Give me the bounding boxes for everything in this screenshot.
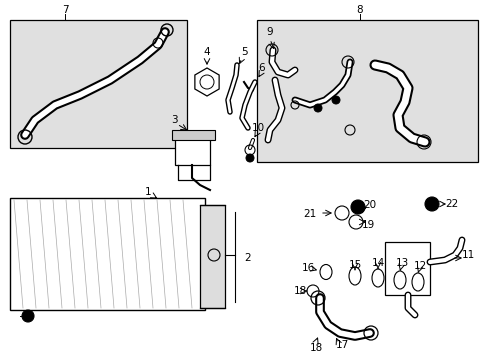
Text: 18: 18 <box>309 343 322 353</box>
Text: 19: 19 <box>361 220 374 230</box>
Text: 15: 15 <box>347 260 361 270</box>
Circle shape <box>350 200 364 214</box>
Text: 5: 5 <box>240 47 247 57</box>
Bar <box>172 130 215 140</box>
Bar <box>200 205 224 308</box>
Text: 8: 8 <box>356 5 363 15</box>
Text: 12: 12 <box>412 261 426 271</box>
Bar <box>384 242 429 295</box>
Text: 18: 18 <box>293 286 306 296</box>
Text: 21: 21 <box>303 209 316 219</box>
Text: 11: 11 <box>461 250 474 260</box>
Text: 7: 7 <box>61 5 68 15</box>
Circle shape <box>331 96 339 104</box>
Bar <box>175 135 209 165</box>
Text: 4: 4 <box>203 47 210 57</box>
Text: 20: 20 <box>363 200 376 210</box>
Text: 16: 16 <box>301 263 314 273</box>
Text: 17: 17 <box>335 340 348 350</box>
Circle shape <box>22 310 34 322</box>
Text: 9: 9 <box>266 27 273 37</box>
Text: 10: 10 <box>251 123 264 133</box>
Text: 14: 14 <box>370 258 384 268</box>
Bar <box>10 198 204 310</box>
Circle shape <box>245 154 253 162</box>
Circle shape <box>424 197 438 211</box>
Text: 3: 3 <box>170 115 177 125</box>
Polygon shape <box>195 68 219 96</box>
Text: 22: 22 <box>445 199 458 209</box>
Bar <box>257 20 477 162</box>
Bar <box>10 20 186 148</box>
Text: 1: 1 <box>144 187 151 197</box>
Text: 6: 6 <box>258 63 265 73</box>
Text: 13: 13 <box>395 258 408 268</box>
Text: 2: 2 <box>244 253 251 263</box>
Circle shape <box>313 104 321 112</box>
